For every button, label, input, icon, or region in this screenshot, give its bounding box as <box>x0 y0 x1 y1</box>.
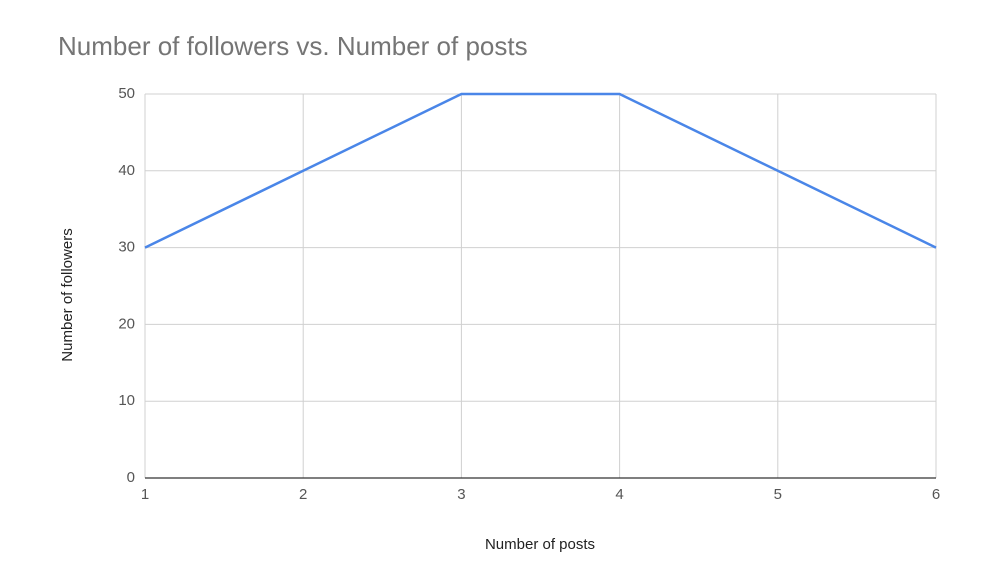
x-tick-label: 2 <box>299 486 307 503</box>
y-tick-label: 40 <box>118 162 135 179</box>
line-series <box>144 92 937 249</box>
x-tick-label: 4 <box>615 486 623 503</box>
y-tick-label: 20 <box>118 315 135 332</box>
y-tick-label: 0 <box>127 469 135 486</box>
y-axis-title: Number of followers <box>59 228 76 361</box>
x-tick-label: 1 <box>141 486 149 503</box>
y-tick-label: 30 <box>118 239 135 256</box>
x-tick-label: 3 <box>457 486 465 503</box>
x-axis-title: Number of posts <box>485 536 595 553</box>
x-tick-label: 6 <box>932 486 940 503</box>
y-tick-label: 50 <box>118 85 135 102</box>
chart-title: Number of followers vs. Number of posts <box>58 31 528 61</box>
x-tick-label: 5 <box>774 486 782 503</box>
y-tick-label: 10 <box>118 392 135 409</box>
